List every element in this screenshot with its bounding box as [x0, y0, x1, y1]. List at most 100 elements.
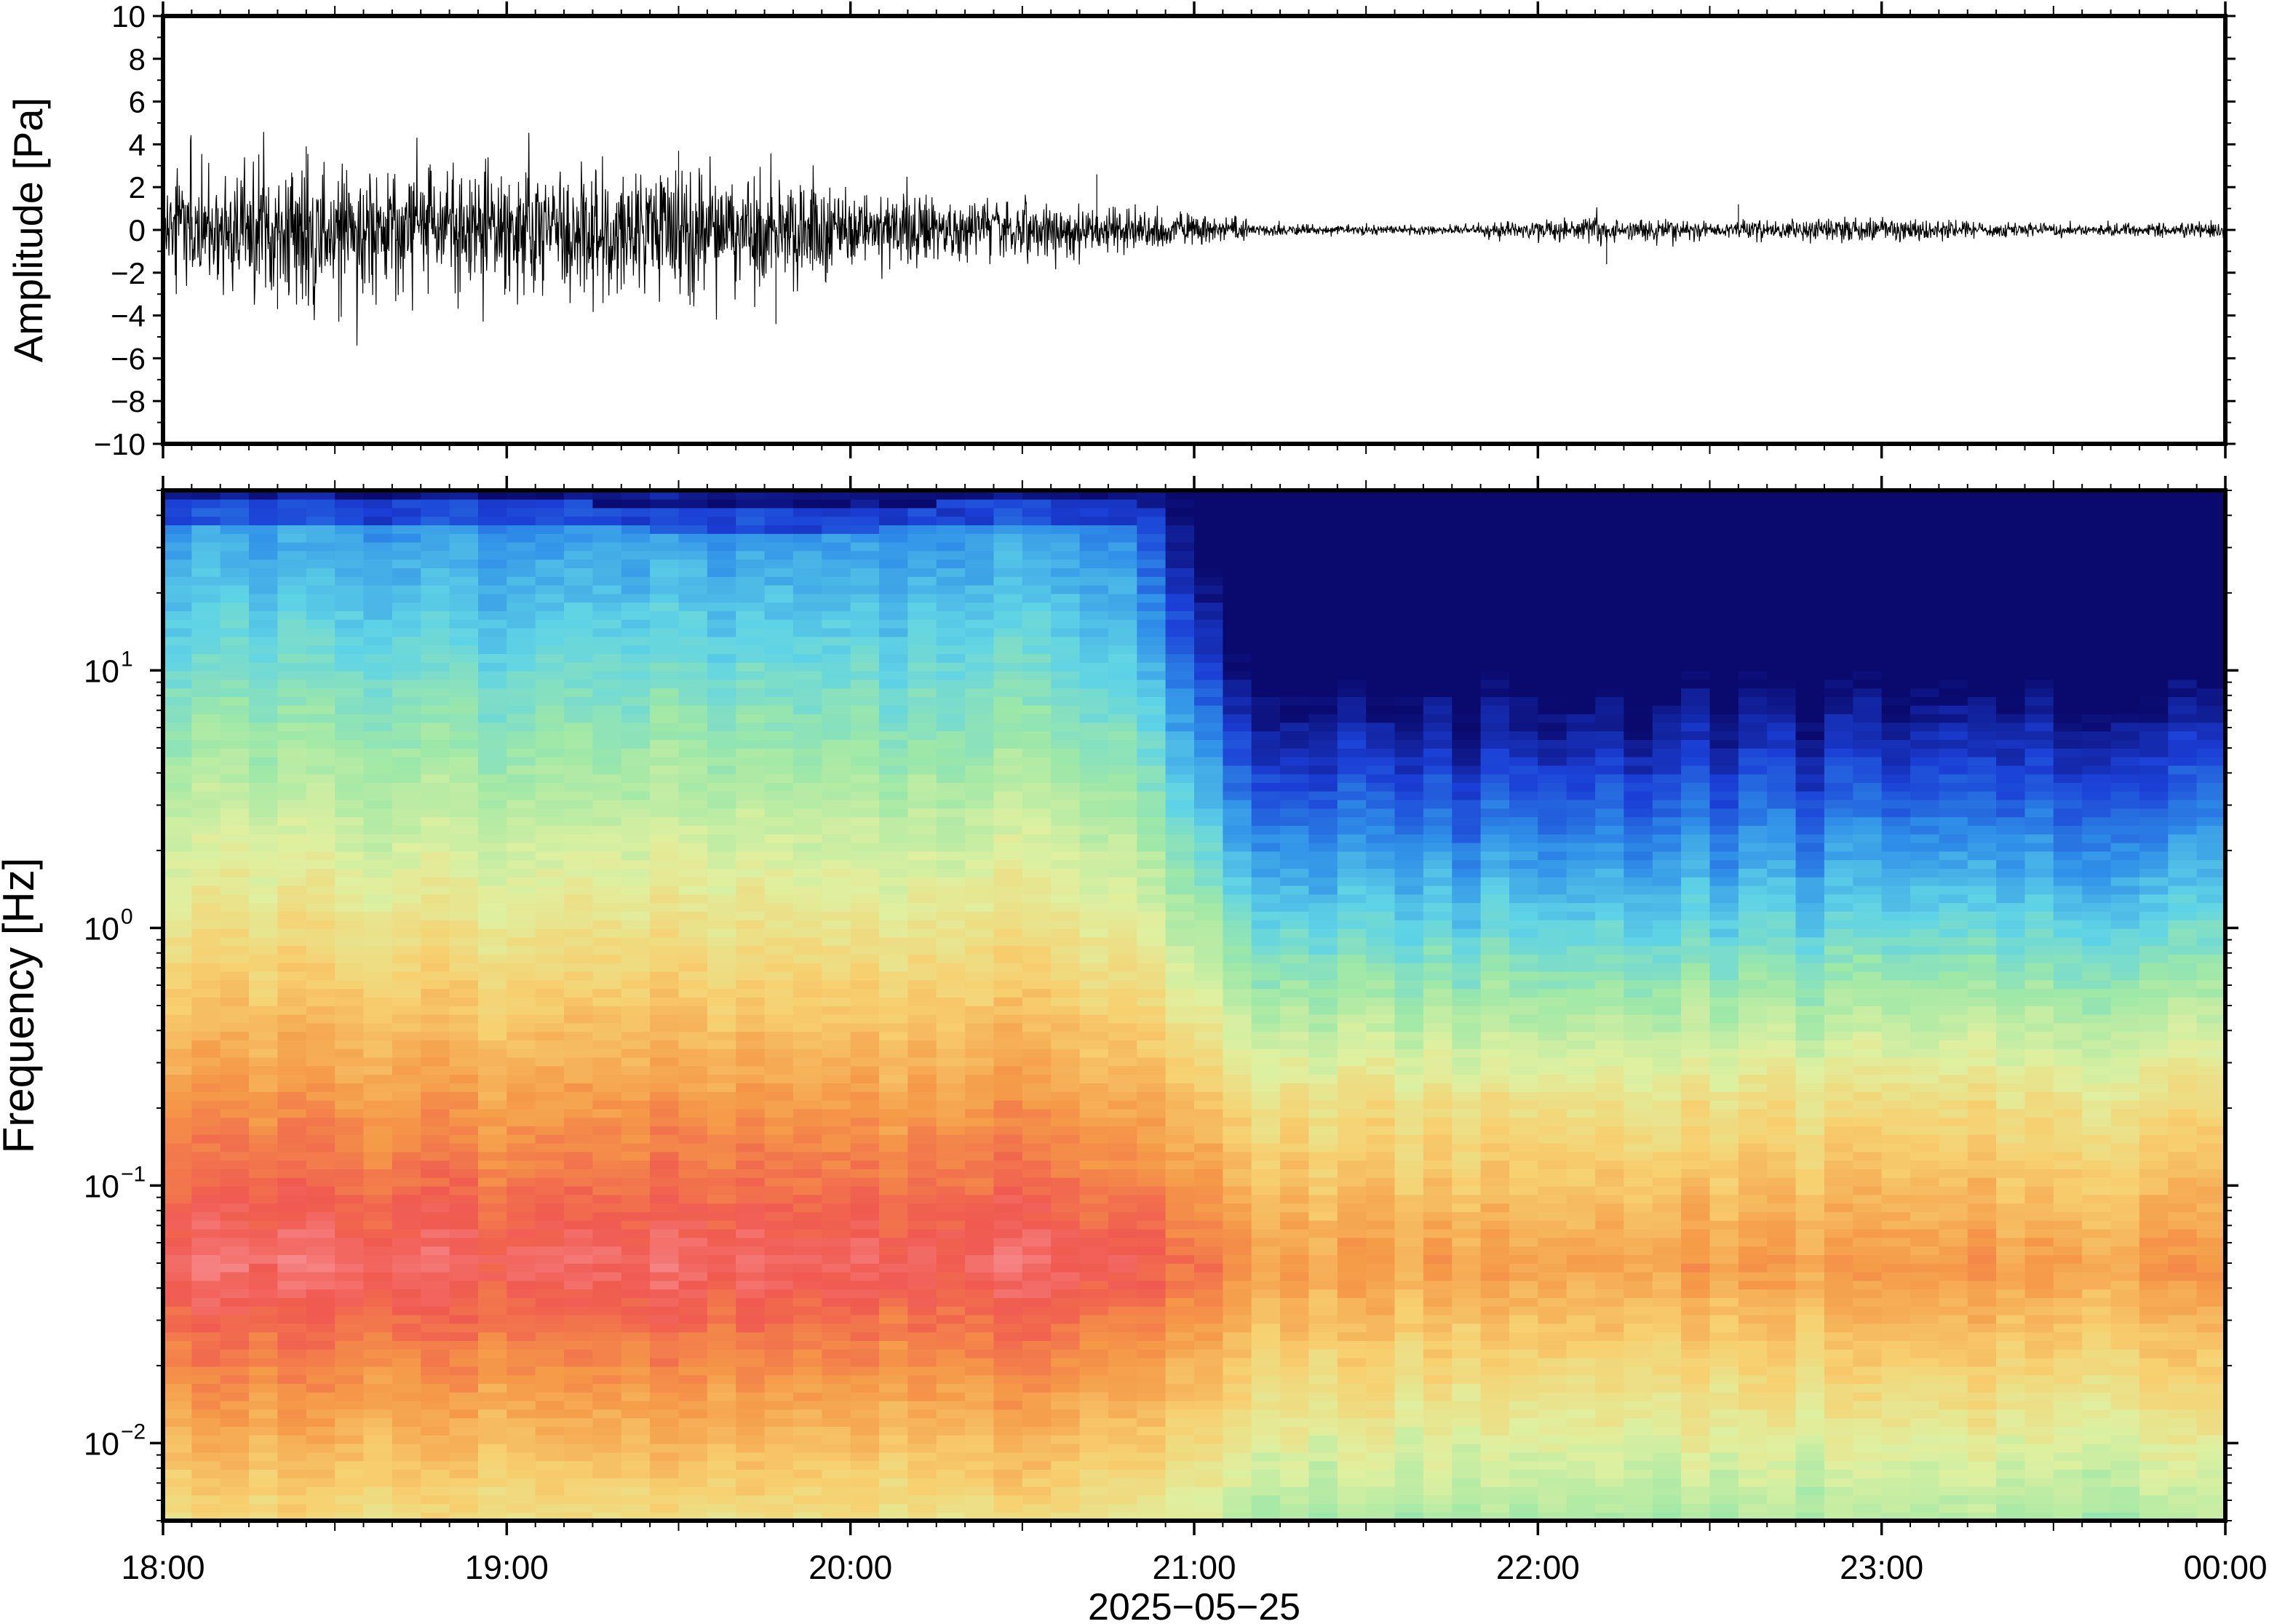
spectrogram-cell [478, 670, 508, 680]
spectrogram-cell [249, 1211, 279, 1221]
spectrogram-cell [363, 1169, 393, 1178]
spectrogram-cell [678, 1220, 708, 1230]
spectrogram-cell [621, 731, 651, 740]
spectrogram-cell [1022, 842, 1052, 852]
spectrogram-cell [1251, 713, 1281, 723]
spectrogram-cell [678, 525, 708, 534]
spectrogram-cell [678, 1314, 708, 1324]
spectrogram-cell [621, 533, 651, 543]
spectrogram-cell [392, 1228, 422, 1238]
spectrogram-cell [449, 988, 479, 998]
spectrogram-cell [1280, 1246, 1310, 1255]
spectrogram-cell [1223, 842, 1252, 852]
spectrogram-cell [621, 1151, 651, 1161]
spectrogram-cell [392, 954, 422, 963]
spectrogram-cell [1194, 988, 1224, 998]
spectrogram-cell [650, 653, 680, 663]
spectrogram-cell [764, 1340, 794, 1350]
spectrogram-cell [564, 1297, 594, 1307]
spectrogram-cell [249, 498, 279, 509]
spectrogram-cell [421, 550, 450, 560]
spectrogram-cell [993, 559, 1023, 568]
spectrogram-cell [822, 1443, 851, 1453]
spectrogram-cell [335, 533, 365, 543]
spectrogram-cell [363, 1280, 393, 1290]
spectrogram-cell [993, 1435, 1023, 1444]
spectrogram-cell [277, 1417, 307, 1427]
spectrogram-cell [1079, 1169, 1109, 1178]
spectrogram-cell [850, 1014, 880, 1024]
spectrogram-cell [1079, 842, 1109, 852]
spectrogram-cell [993, 1040, 1023, 1049]
spectrogram-cell [249, 1340, 279, 1350]
spectrogram-cell [707, 945, 737, 955]
spectrogram-cell [191, 748, 221, 757]
spectrogram-cell [449, 1469, 479, 1478]
spectrogram-cell [306, 1108, 335, 1118]
spectrogram-cell [850, 645, 880, 654]
spectrogram-cell [1165, 1237, 1195, 1247]
spectrogram-cell [163, 945, 193, 955]
spectrogram-cell [1223, 1340, 1252, 1350]
spectrogram-cell [335, 1056, 365, 1067]
spectrogram-cell [478, 533, 508, 543]
spectrogram-cell [163, 791, 193, 800]
spectrogram-cell [936, 868, 966, 877]
spectrogram-cell [736, 1126, 766, 1135]
spectrogram-cell [1194, 825, 1224, 835]
spectrogram-cell [736, 842, 766, 852]
spectrogram-cell [907, 1486, 937, 1496]
spectrogram-cell [736, 1323, 766, 1333]
spectrogram-cell [1137, 1185, 1167, 1195]
spectrogram-cell [392, 1374, 422, 1384]
spectrogram-cell [306, 1332, 335, 1341]
spectrogram-cell [363, 1400, 393, 1410]
spectrogram-cell [163, 1306, 193, 1315]
spectrogram-cell [506, 773, 536, 783]
spectrogram-cell [306, 756, 335, 766]
spectrogram-cell [993, 1056, 1023, 1067]
spectrogram-cell [822, 1091, 851, 1101]
spectrogram-cell [363, 902, 393, 912]
spectrogram-cell [335, 1452, 365, 1462]
spectrogram-cell [163, 799, 193, 809]
spectrogram-cell [1108, 1151, 1138, 1161]
spectrogram-cell [506, 619, 536, 629]
spectrogram-cell [163, 713, 193, 723]
spectrogram-cell [478, 816, 508, 826]
spectrogram-cell [392, 1211, 422, 1221]
spectrogram-cell [650, 1246, 680, 1255]
spectrogram-cell [879, 533, 909, 543]
spectrogram-cell [535, 971, 565, 981]
spectrogram-cell [965, 1469, 995, 1478]
spectrogram-cell [392, 1460, 422, 1470]
spectrogram-cell [993, 1460, 1023, 1470]
spectrogram-cell [564, 791, 594, 800]
spectrogram-cell [1051, 1297, 1081, 1307]
spectrogram-cell [191, 1417, 221, 1427]
spectrogram-cell [478, 627, 508, 637]
spectrogram-cell [1251, 1478, 1281, 1487]
spectrogram-cell [792, 1503, 823, 1513]
spectrogram-cell [1022, 928, 1052, 938]
spectrogram-cell [1251, 619, 1281, 629]
spectrogram-cell [993, 902, 1023, 912]
spectrogram-cell [363, 1160, 393, 1169]
spectrogram-cell [1165, 1091, 1195, 1101]
spectrogram-cell [850, 748, 880, 757]
spectrogram-cell [936, 584, 966, 594]
spectrogram-cell [792, 1374, 823, 1384]
spectrogram-cell [907, 1366, 937, 1376]
spectrogram-cell [277, 550, 307, 560]
spectrogram-cell [1051, 1469, 1081, 1478]
spectrogram-cell [850, 1048, 880, 1058]
spectrogram-cell [1165, 963, 1195, 972]
spectrogram-cell [220, 1006, 250, 1015]
spectrogram-cell [421, 584, 450, 594]
spectrogram-cell [1022, 945, 1052, 955]
spectrogram-cell [650, 1400, 680, 1410]
spectrogram-cell [506, 851, 536, 861]
spectrogram-cell [650, 610, 680, 620]
spectrogram-cell [736, 722, 766, 732]
spectrogram-cell [277, 1443, 307, 1453]
